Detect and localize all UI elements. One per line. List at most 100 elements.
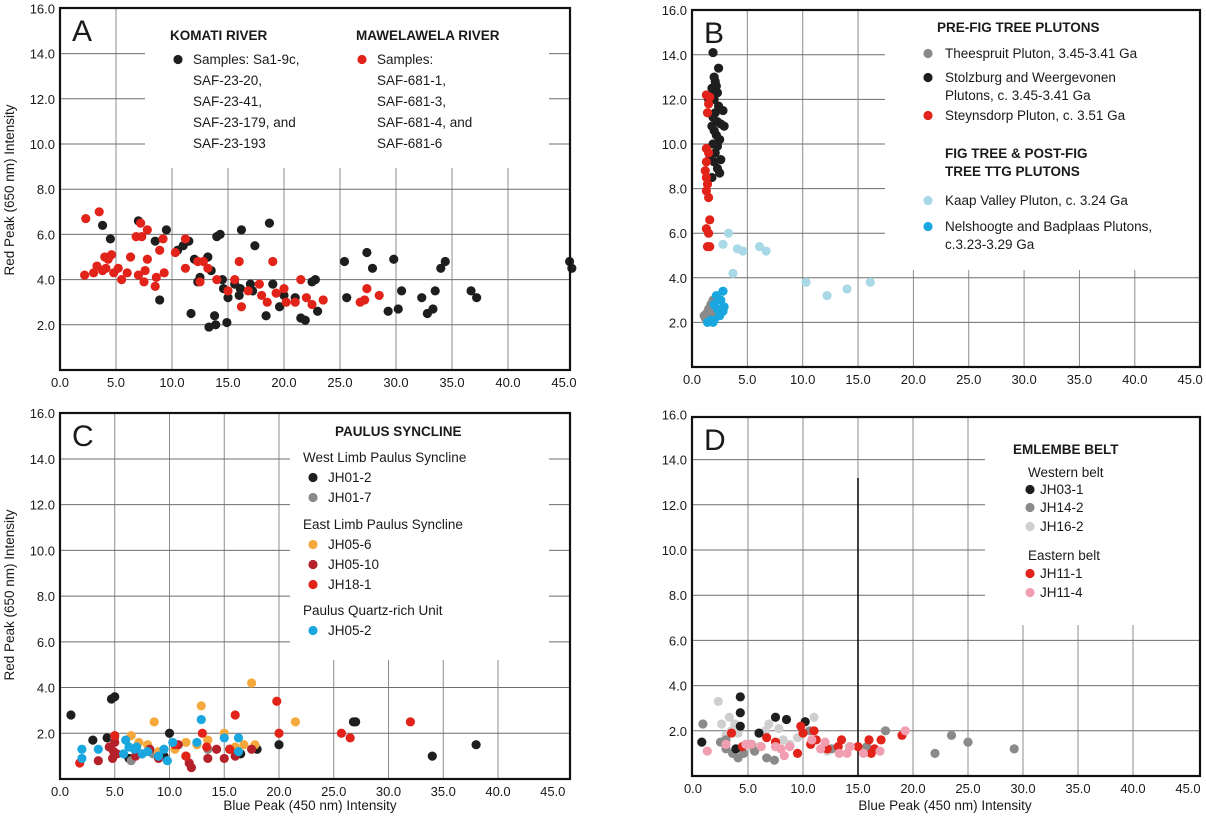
data-point [472,293,482,303]
data-point [718,105,728,116]
data-point [110,692,120,702]
legend-title: KOMATI RIVER [170,28,267,43]
legend-marker [923,72,933,83]
data-point [785,742,795,752]
data-point [223,286,233,296]
data-point [133,270,143,280]
data-point [279,284,289,294]
data-point [66,710,76,720]
data-point [427,751,437,761]
y-tick-label: 14.0 [30,452,55,467]
data-point [234,290,244,301]
data-point [222,317,232,328]
legend-marker [308,472,318,483]
x-tick-label: 40.0 [1122,372,1147,387]
legend-title: MAWELAWELA RIVER [356,28,500,43]
data-point [290,717,301,727]
y-tick-label: 6.0 [37,227,55,242]
data-point [93,744,103,754]
data-point [268,256,278,267]
x-tick-label: 25.0 [327,375,352,390]
x-tick-label: 35.0 [439,375,464,390]
data-point [709,157,719,167]
series-4 [702,286,729,327]
data-point [833,742,843,752]
x-tick-label: 30.0 [1011,372,1036,387]
data-point [132,742,142,752]
data-point [281,297,291,307]
data-point [223,293,233,303]
data-point [702,108,713,118]
legend-heading: Western belt [1028,465,1104,480]
x-tick-label: 25.0 [956,372,981,387]
legend-marker [923,221,933,232]
data-point [417,293,427,303]
data-point [215,229,225,239]
legend-entry: c.3.23-3.29 Ga [945,237,1035,252]
data-point [118,749,129,759]
legend-heading: TREE TTG PLUTONS [945,164,1080,179]
data-point [701,157,711,167]
data-point [274,728,284,738]
data-point [162,756,172,766]
series-4 [702,726,910,761]
x-tick-label: 10.0 [790,781,815,796]
legend-entry: Plutons, c. 3.45-3.41 Ga [945,88,1091,103]
x-tick-label: 20.0 [271,375,296,390]
data-point [963,737,973,747]
y-tick-label: 4.0 [37,273,55,288]
data-point [779,751,789,761]
data-point [186,308,196,319]
x-tick-label: 0.0 [683,372,701,387]
data-point [764,719,774,729]
data-point [155,245,165,255]
data-point [393,304,403,314]
data-point [946,730,957,740]
data-point [149,717,159,727]
data-point [735,721,745,731]
panel-d: D 0.0 5.0 10.0 15.0 20.0 25.0 30.0 35.0 40.0 45.0 2… [662,407,1202,813]
data-point [93,756,103,766]
data-point [466,286,476,296]
data-point [834,748,844,759]
data-point [181,737,191,748]
data-point [708,317,718,327]
x-tick-label: 40.0 [485,784,510,799]
data-point [440,256,450,267]
x-tick-label: 45.0 [1177,372,1202,387]
data-point [168,737,178,748]
legend-box [145,9,549,168]
legend-heading: West Limb Paulus Syncline [303,450,466,465]
data-point [122,268,132,278]
data-point [809,712,819,722]
data-point [137,749,147,759]
data-point [97,220,108,230]
data-point [339,256,350,267]
series-4 [75,696,415,768]
x-tick-label: 5.0 [106,784,124,799]
y-tick-label: 12.0 [662,498,687,513]
y-tick-label: 6.0 [37,635,55,650]
data-point [770,712,781,722]
data-point [212,275,222,285]
plot-frame [690,8,1202,369]
data-point [186,762,196,773]
data-point [136,218,146,228]
data-point [1009,744,1019,754]
data-point [142,225,152,235]
data-point [845,742,855,752]
y-tick-label: 2.0 [37,726,55,741]
legend: PAULUS SYNCLINE West Limb Paulus Syncline… [303,424,466,638]
data-point [274,740,284,750]
panel-label: D [704,424,726,457]
data-point [367,263,378,273]
data-point [754,728,764,738]
x-tick-label: 5.0 [739,781,757,796]
legend-entry: JH01-7 [328,490,372,505]
y-tick-label: 14.0 [30,47,55,62]
y-tick-label: 10.0 [662,543,687,558]
data-point [735,708,745,718]
data-point [875,746,885,756]
x-tick-label: 40.0 [1120,781,1145,796]
